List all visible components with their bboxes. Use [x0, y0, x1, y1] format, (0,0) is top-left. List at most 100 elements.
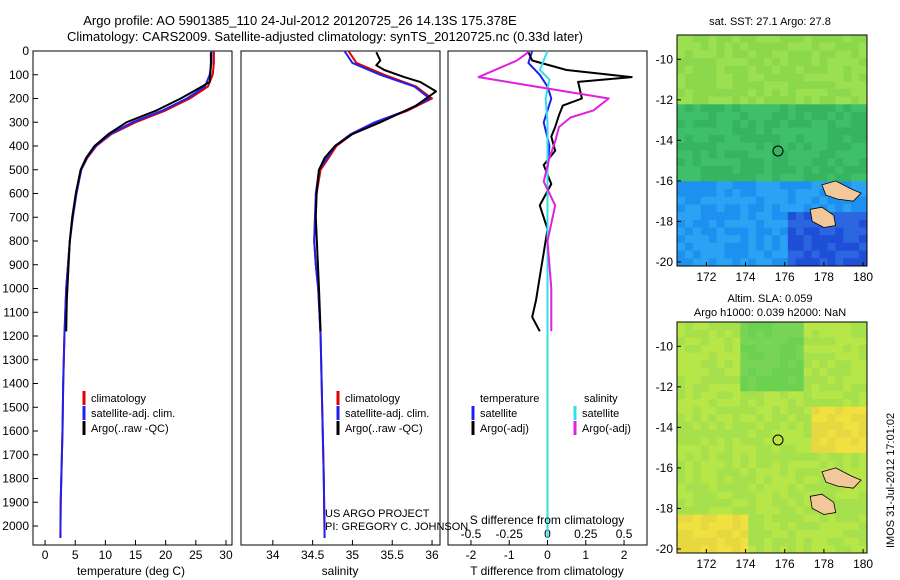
heatmap-cell — [700, 142, 710, 151]
heatmap-cell — [700, 383, 710, 392]
heatmap-cell — [803, 445, 813, 454]
heatmap-cell — [708, 127, 718, 136]
heatmap-cell — [811, 158, 820, 167]
heatmap-cell — [748, 345, 757, 354]
heatmap-cell — [708, 235, 718, 244]
heatmap-cell — [732, 189, 741, 198]
heatmap-cell — [795, 414, 805, 423]
heatmap-cell — [827, 522, 836, 531]
heatmap-cell — [819, 119, 828, 128]
heatmap-cell — [677, 399, 686, 408]
heatmap-cell — [803, 135, 813, 144]
heatmap-cell — [803, 258, 813, 267]
heatmap-cell — [835, 119, 844, 128]
heatmap-cell — [859, 391, 868, 400]
heatmap-cell — [772, 165, 781, 175]
heatmap-cell — [843, 383, 852, 392]
heatmap-cell — [724, 345, 733, 354]
heatmap-cell — [795, 150, 805, 159]
heatmap-cell — [859, 81, 868, 90]
heatmap-cell — [819, 414, 828, 423]
heatmap-cell — [843, 360, 852, 369]
heatmap-cell — [756, 514, 765, 523]
heatmap-cell — [692, 522, 702, 531]
heatmap-cell — [835, 165, 844, 175]
heatmap-cell — [677, 499, 686, 508]
heatmap-cell — [811, 476, 820, 485]
heatmap-cell — [779, 50, 789, 59]
heatmap-cell — [708, 329, 718, 338]
heatmap-cell — [684, 414, 694, 423]
heatmap-cell — [692, 375, 702, 385]
heatmap-cell — [819, 158, 828, 167]
heatmap-cell — [724, 522, 733, 531]
heatmap-cell — [819, 127, 828, 136]
heatmap-cell — [748, 96, 757, 105]
heatmap-cell — [819, 522, 828, 531]
heatmap-cell — [708, 452, 718, 462]
heatmap-cell — [811, 345, 820, 354]
heatmap-cell — [827, 429, 836, 438]
heatmap-cell — [724, 399, 733, 408]
heatmap-cell — [819, 142, 828, 151]
heatmap-cell — [803, 352, 813, 361]
heatmap-cell — [851, 545, 860, 554]
heatmap-cell — [708, 437, 718, 446]
heatmap-cell — [811, 383, 820, 392]
heatmap-cell — [692, 50, 702, 59]
heatmap-cell — [684, 537, 694, 546]
heatmap-cell — [740, 345, 749, 354]
heatmap-cell — [716, 537, 725, 546]
heatmap-cell — [748, 322, 757, 331]
heatmap-cell — [677, 522, 686, 531]
heatmap-cell — [819, 452, 828, 462]
difference-xlabel: T difference from climatology — [470, 564, 624, 578]
heatmap-cell — [677, 150, 686, 159]
heatmap-cell — [787, 181, 797, 190]
heatmap-cell — [677, 537, 686, 546]
y-tick-label: 1800 — [2, 472, 29, 486]
heatmap-cell — [819, 73, 828, 82]
heatmap-cell — [819, 50, 828, 59]
heatmap-cell — [692, 337, 702, 346]
legend-label-climatology: climatology — [91, 393, 147, 405]
heatmap-cell — [684, 250, 694, 259]
heatmap-cell — [787, 227, 797, 236]
heatmap-cell — [827, 460, 836, 469]
heatmap-cell — [764, 352, 773, 361]
heatmap-cell — [724, 81, 733, 90]
heatmap-cell — [756, 104, 765, 113]
heatmap-cell — [859, 212, 868, 221]
heatmap-cell — [756, 112, 765, 121]
heatmap-cell — [859, 42, 868, 51]
heatmap-cell — [716, 514, 725, 523]
heatmap-cell — [843, 414, 852, 423]
heatmap-cell — [827, 422, 836, 431]
heatmap-cell — [819, 322, 828, 331]
heatmap-cell — [684, 212, 694, 221]
heatmap-cell — [740, 499, 749, 508]
heatmap-cell — [684, 360, 694, 369]
heatmap-cell — [843, 375, 852, 385]
heatmap-cell — [843, 112, 852, 121]
heatmap-cell — [677, 476, 686, 485]
x-tick-label: 5 — [72, 548, 79, 562]
heatmap-cell — [859, 476, 868, 485]
heatmap-cell — [740, 468, 749, 477]
heatmap-cell — [811, 391, 820, 400]
x-tick-label: -1 — [504, 548, 515, 562]
heatmap-cell — [764, 360, 773, 369]
heatmap-cell — [732, 173, 741, 182]
heatmap-cell — [787, 375, 797, 385]
heatmap-cell — [724, 483, 733, 492]
heatmap-cell — [756, 483, 765, 492]
heatmap-cell — [716, 337, 725, 346]
salinity-axes — [240, 50, 441, 546]
heatmap-cell — [748, 514, 757, 523]
y-tick-label: 900 — [9, 258, 29, 272]
salinity-legend: climatology satellite-adj. clim. Argo(..… — [336, 391, 429, 435]
heatmap-cell — [795, 345, 805, 354]
heatmap-cell — [795, 499, 805, 508]
heatmap-cell — [692, 537, 702, 546]
heatmap-cell — [859, 360, 868, 369]
